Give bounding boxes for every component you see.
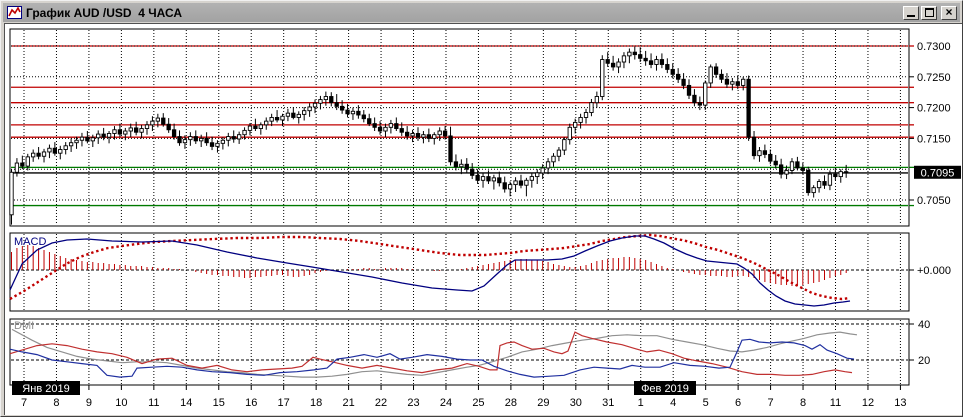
svg-text:8: 8 xyxy=(53,397,59,409)
svg-text:0.7095: 0.7095 xyxy=(921,167,955,179)
svg-text:31: 31 xyxy=(602,397,614,409)
svg-text:7: 7 xyxy=(21,397,27,409)
svg-text:20: 20 xyxy=(918,355,930,367)
svg-text:29: 29 xyxy=(537,397,549,409)
svg-text:10: 10 xyxy=(115,397,127,409)
svg-text:12: 12 xyxy=(862,397,874,409)
svg-text:18: 18 xyxy=(310,397,322,409)
svg-text:9: 9 xyxy=(86,397,92,409)
svg-text:7: 7 xyxy=(768,397,774,409)
svg-text:0.7050: 0.7050 xyxy=(917,195,951,207)
chart-client-area: 0.7300 0.7250 0.7200 0.7150 0.7050 0.7095 MACD… xyxy=(4,23,962,415)
svg-text:8: 8 xyxy=(800,397,806,409)
window-controls: × xyxy=(901,5,957,20)
close-button[interactable]: × xyxy=(941,5,957,20)
minimize-button[interactable] xyxy=(903,5,919,20)
svg-text:17: 17 xyxy=(278,397,290,409)
svg-text:15: 15 xyxy=(213,397,225,409)
svg-text:24: 24 xyxy=(440,397,452,409)
support-lines xyxy=(11,166,908,207)
vertical-gridlines xyxy=(23,30,901,384)
svg-text:Янв 2019: Янв 2019 xyxy=(22,383,69,395)
title-bar[interactable]: График AUD /USD 4 ЧАСА × xyxy=(3,3,960,22)
close-icon: × xyxy=(945,5,953,19)
svg-text:22: 22 xyxy=(375,397,387,409)
dmi-label: DMI xyxy=(14,320,34,332)
window-title: График AUD /USD 4 ЧАСА xyxy=(26,5,183,20)
svg-text:0.7150: 0.7150 xyxy=(917,133,951,145)
macd-panel: MACD +0.000 xyxy=(9,233,951,307)
macd-zero-label: +0.000 xyxy=(917,265,951,277)
svg-text:25: 25 xyxy=(472,397,484,409)
svg-text:23: 23 xyxy=(407,397,419,409)
chart-canvas[interactable]: 0.7300 0.7250 0.7200 0.7150 0.7050 0.7095 MACD… xyxy=(5,24,962,415)
svg-text:0.7250: 0.7250 xyxy=(917,72,951,84)
macd-label: MACD xyxy=(14,236,46,248)
month-label-box: Янв 2019 xyxy=(12,381,80,395)
horizontal-gridlines xyxy=(11,45,908,201)
month-label-box: Фев 2019 xyxy=(634,381,696,395)
svg-text:30: 30 xyxy=(570,397,582,409)
svg-text:5: 5 xyxy=(703,397,709,409)
svg-text:11: 11 xyxy=(830,397,841,409)
minimize-icon xyxy=(907,14,915,17)
svg-text:14: 14 xyxy=(180,397,192,409)
current-price-badge: 0.7095 xyxy=(914,165,961,179)
dmi-panel: 40 20 DMI xyxy=(9,319,930,378)
svg-text:6: 6 xyxy=(735,397,741,409)
svg-text:0.7200: 0.7200 xyxy=(917,103,951,115)
price-axis: 0.7300 0.7250 0.7200 0.7150 0.7050 xyxy=(909,41,951,207)
svg-text:28: 28 xyxy=(505,397,517,409)
svg-text:11: 11 xyxy=(148,397,159,409)
svg-text:Фев 2019: Фев 2019 xyxy=(641,383,689,395)
svg-text:16: 16 xyxy=(245,397,257,409)
candlestick-series xyxy=(9,46,849,225)
svg-text:40: 40 xyxy=(918,319,930,331)
chart-icon xyxy=(6,6,22,20)
maximize-icon xyxy=(924,8,934,17)
chart-panels xyxy=(9,28,910,386)
maximize-button[interactable] xyxy=(921,5,937,20)
svg-text:0.7300: 0.7300 xyxy=(917,41,951,53)
svg-text:13: 13 xyxy=(894,397,906,409)
svg-text:21: 21 xyxy=(342,397,354,409)
svg-text:1: 1 xyxy=(638,397,644,409)
svg-text:4: 4 xyxy=(670,397,676,409)
time-axis: 7 8 9 10 11 14 15 16 17 18 21 22 23 24 25 28 29 30 31 1 4 5 6 7… xyxy=(12,381,907,409)
